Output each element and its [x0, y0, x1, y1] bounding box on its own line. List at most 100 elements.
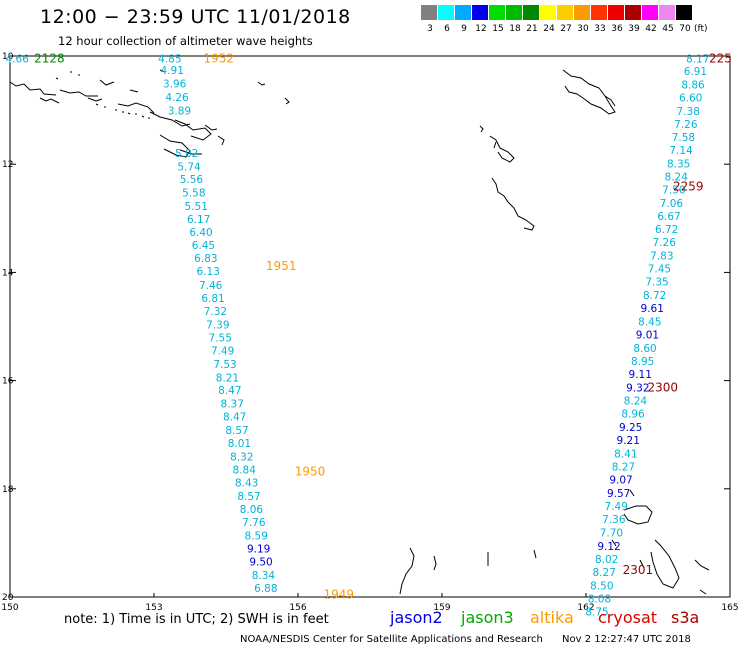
wave-height-value: 8.24 — [665, 172, 689, 184]
wave-height-value: 9.01 — [636, 330, 659, 342]
map-subtitle: 12 hour collection of altimeter wave hei… — [58, 34, 313, 48]
legend-swatch — [472, 5, 488, 20]
legend-label: 27 — [560, 24, 572, 34]
track-altika-pass: 4.854.91 3.964.26 3.89 5.025.745.565.58 5.51… — [158, 52, 354, 602]
wave-height-value: 5.58 — [182, 187, 205, 199]
wave-height-value: 9.07 — [609, 475, 632, 487]
altimeter-tracks: 4.854.91 3.964.26 3.89 5.025.745.565.58 5.51… — [6, 52, 732, 619]
wave-height-value: 7.45 — [648, 264, 671, 276]
legend-label: 33 — [594, 24, 606, 34]
legend-label: 70 — [679, 24, 691, 34]
map-title: 12:00 − 23:59 UTC 11/01/2018 — [40, 6, 351, 28]
legend-label: 12 — [475, 24, 487, 34]
legend-swatch — [540, 5, 556, 20]
wave-height-value: 7.49 — [211, 345, 234, 357]
pass-time-label: 1949 — [324, 587, 355, 601]
wave-height-value: 6.88 — [254, 583, 277, 595]
wave-height-value: 7.70 — [600, 528, 623, 540]
wave-height-value: 8.17 — [686, 54, 709, 66]
lon-tick-label: 159 — [433, 603, 450, 613]
wave-height-value: 7.39 — [206, 319, 229, 331]
legend-swatch — [676, 5, 692, 20]
footnote: note: 1) Time is in UTC; 2) SWH is in fe… — [64, 612, 329, 627]
lon-tick-label: 156 — [289, 603, 306, 613]
lon-tick-label: 150 — [1, 603, 18, 613]
wave-height-value: 7.32 — [204, 306, 227, 318]
wave-height-value: 6.72 — [655, 224, 678, 236]
wave-height-value: 9.21 — [617, 435, 640, 447]
credit-text: NOAA/NESDIS Center for Satellite Applica… — [240, 634, 543, 645]
legend-swatch — [438, 5, 454, 20]
wave-height-value: 7.76 — [242, 517, 266, 529]
track-cryosat-pass: 8.176.918.866.607.387.267.587.148.358.24… — [585, 52, 732, 619]
wave-height-value: 6.45 — [192, 240, 215, 252]
legend-unit: (ft) — [694, 24, 708, 34]
pass-time-label: 2128 — [34, 52, 65, 66]
wave-height-value: 6.40 — [189, 227, 212, 239]
wave-height-value: 9.50 — [249, 556, 272, 568]
pass-time-label: 225 — [709, 52, 732, 66]
legend-label: 45 — [662, 24, 674, 34]
wave-height-value: 6.60 — [679, 93, 702, 105]
wave-height-value: 8.27 — [612, 462, 635, 474]
lat-tick-label: 16 — [2, 377, 14, 387]
wave-height-value: 8.24 — [624, 396, 648, 408]
pass-time-label: 2300 — [648, 381, 679, 395]
wave-height-value: 7.50 — [662, 185, 685, 197]
wave-height-value: 7.46 — [199, 280, 223, 292]
satellite-label-jason2: jason2 — [390, 608, 443, 627]
coastlines — [9, 69, 710, 595]
wave-height-value: 8.57 — [237, 491, 260, 503]
wave-height-value: 3.89 — [168, 106, 191, 118]
wave-height-value: 8.21 — [216, 372, 239, 384]
wave-height-value: 8.86 — [681, 80, 705, 92]
coastline-island-east-top — [562, 69, 616, 115]
wave-height-value: 6.91 — [684, 66, 707, 78]
wave-height-value: 8.57 — [225, 425, 248, 437]
wave-height-value: 9.32 — [626, 383, 649, 395]
pass-time-label: 2301 — [623, 563, 654, 577]
wave-height-value: 6.81 — [201, 293, 224, 305]
wave-height-value: 8.95 — [631, 356, 654, 368]
wave-height-value: 7.55 — [209, 332, 232, 344]
wave-height-value: 6.83 — [194, 253, 217, 265]
credit-footer: NOAA/NESDIS Center for Satellite Applica… — [240, 634, 707, 645]
wave-height-value: 5.02 — [175, 148, 198, 160]
coastline-island-chain-dots — [55, 71, 150, 119]
wave-height-value: 8.37 — [221, 398, 244, 410]
wave-height-value: 8.43 — [235, 477, 258, 489]
legend-label: 15 — [492, 24, 504, 34]
legend-swatch — [659, 5, 675, 20]
wave-height-value: 5.56 — [180, 174, 204, 186]
legend-swatch — [557, 5, 573, 20]
wave-height-value: 8.59 — [245, 530, 268, 542]
wave-height-value: 7.35 — [645, 277, 668, 289]
wave-height-value: 8.27 — [593, 567, 616, 579]
lat-tick-label: 18 — [2, 485, 14, 495]
map-graticule: 150 153 156 159 162 165 10 12 14 16 18 20 — [1, 52, 738, 613]
wave-height-value: 7.53 — [213, 359, 236, 371]
wave-height-value: 8.45 — [638, 317, 661, 329]
coastline-island-central — [479, 125, 535, 231]
lat-tick-label: 12 — [2, 160, 13, 170]
legend-swatch — [455, 5, 471, 20]
lon-tick-label: 153 — [145, 603, 162, 613]
wave-height-value: 8.50 — [590, 581, 613, 593]
legend-label: 42 — [645, 24, 657, 34]
wave-height-value: 4.66 — [6, 54, 30, 66]
wave-height-value: 8.75 — [585, 607, 608, 619]
wave-height-value: 7.58 — [672, 132, 695, 144]
legend-label: 6 — [444, 24, 450, 34]
wave-height-value: 6.17 — [187, 214, 210, 226]
wave-height-value: 7.14 — [669, 145, 693, 157]
coastline-island-south-mid — [399, 547, 537, 595]
wave-height-value: 7.26 — [653, 237, 677, 249]
wave-height-value: 9.57 — [607, 488, 630, 500]
wave-height-value: 9.19 — [247, 543, 270, 555]
legend-swatch — [591, 5, 607, 20]
coastline-island-group-west — [9, 69, 290, 158]
lat-tick-label: 10 — [2, 52, 14, 62]
satellite-label-s3a: s3a — [671, 608, 700, 627]
wave-height-value: 8.47 — [218, 385, 241, 397]
